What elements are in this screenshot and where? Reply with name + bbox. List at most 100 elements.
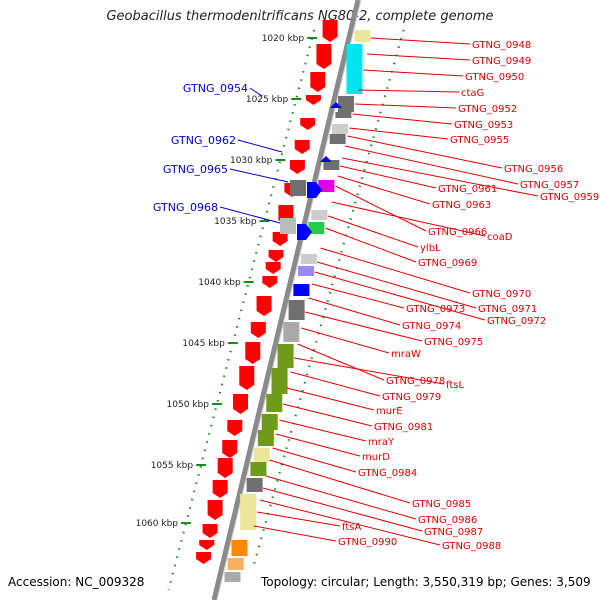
red-gene-label: murE [376,406,403,417]
gene-arrow [217,458,233,478]
red-gene-label: GTNG_0972 [487,316,546,327]
red-gene-label: GTNG_0948 [472,40,531,51]
gene-block [308,222,325,234]
ruler-label: 1025 kbp [246,95,289,105]
red-connector [335,185,427,232]
gene-block [293,284,310,296]
red-gene-label: GTNG_0963 [432,200,491,211]
red-gene-label: GTNG_0984 [358,468,417,479]
gene-block [240,494,257,530]
red-connector [269,459,411,504]
red-connector [314,271,486,321]
blue-connector [229,168,289,183]
gene-block [290,180,306,196]
red-connector [337,175,431,205]
gene-arrow [239,366,255,390]
gene-arrow [294,140,310,154]
blue-triangle [330,102,342,108]
red-connector [253,525,337,542]
backbone-line [211,0,361,600]
ruler-label: 1020 kbp [262,34,305,44]
red-gene-label: GTNG_0950 [465,72,524,83]
gene-arrow [207,500,223,520]
gene-block [332,124,349,134]
gene-arrow [316,44,332,69]
gene-block [224,572,241,582]
red-gene-label: coaD [487,232,513,243]
gene-block [318,180,335,192]
gene-block [346,44,363,94]
red-gene-label: GTNG_0978 [386,376,445,387]
red-gene-label: GTNG_0973 [406,304,465,315]
blue-connector [219,206,281,224]
red-connector [308,297,401,326]
gene-block [257,430,274,446]
ruler-label: 1030 kbp [230,156,273,166]
blue-gene-label: GTNG_0968 [153,201,218,214]
red-gene-label: GTNG_0953 [454,120,513,131]
gene-block [271,368,288,394]
red-connector [265,475,417,520]
ruler-label: 1050 kbp [167,400,210,410]
red-gene-label: GTNG_0961 [438,184,497,195]
topology-text: Topology: circular; Length: 3,550,319 bp… [261,575,591,589]
gene-arrow [256,296,272,316]
red-connector [327,215,419,248]
gene-arrow [300,118,316,130]
gene-block [300,254,317,264]
red-gene-label: GTNG_0970 [472,289,531,300]
gene-arrow [212,480,228,498]
gene-block [283,322,300,342]
red-gene-label: mraW [391,349,421,360]
blue-gene-label: GTNG_0965 [163,163,228,176]
gene-arrow [227,420,243,436]
red-gene-label: GTNG_0969 [418,258,477,269]
red-gene-label: GTNG_0988 [442,541,501,552]
red-gene-label: GTNG_0974 [402,321,461,332]
gene-arrow [310,72,326,92]
gene-block [266,394,283,412]
red-gene-label: GTNG_0979 [382,392,441,403]
ruler-label: 1045 kbp [182,339,225,349]
red-connector [370,37,471,45]
ruler-label: 1040 kbp [198,278,241,288]
red-connector [316,261,477,309]
red-connector [367,53,471,61]
gene-arrow [322,20,338,42]
gene-block [280,218,296,234]
red-connector [363,69,464,77]
gene-arrow [268,250,284,262]
red-connector [282,403,373,427]
red-connector [293,357,445,385]
red-gene-label: GTNG_0959 [540,192,599,203]
map-title: Geobacillus thermodenitrificans NG80-2, … [106,9,494,24]
red-gene-label: GTNG_0986 [418,515,477,526]
gene-block [288,300,305,320]
gene-arrow [262,276,278,288]
gene-block [354,30,371,42]
blue-connector [237,139,283,153]
red-connector [297,343,385,381]
gene-arrow [306,95,321,105]
blue-gene-label: GTNG_0954 [183,82,248,95]
blue-gene-label: GTNG_0962 [171,134,236,147]
red-connector [286,387,375,411]
red-connector [331,201,486,237]
gene-block [250,462,267,476]
red-gene-label: GTNG_0955 [450,135,509,146]
gene-block [335,112,352,118]
red-connector [262,487,423,532]
gene-arrow [222,440,238,458]
red-gene-label: GTNG_0952 [458,104,517,115]
gene-arrow [272,232,288,246]
red-connector [290,371,381,397]
red-gene-label: GTNG_0985 [412,499,471,510]
gene-block [246,478,263,492]
gene-block [329,134,346,144]
gene-block [277,344,294,368]
red-gene-label: GTNG_0971 [478,304,537,315]
red-gene-label: GTNG_0975 [424,337,483,348]
red-connector [352,113,453,125]
gene-block [227,558,244,570]
